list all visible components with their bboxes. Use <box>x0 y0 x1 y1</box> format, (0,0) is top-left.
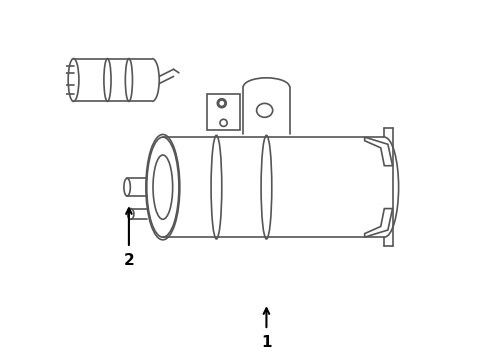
Ellipse shape <box>261 135 272 239</box>
Ellipse shape <box>218 99 226 108</box>
Ellipse shape <box>219 100 225 107</box>
Ellipse shape <box>56 69 62 73</box>
Ellipse shape <box>125 59 132 102</box>
Ellipse shape <box>104 59 111 102</box>
Polygon shape <box>207 94 240 130</box>
Ellipse shape <box>211 135 222 239</box>
Polygon shape <box>365 137 392 166</box>
Ellipse shape <box>127 208 134 219</box>
Ellipse shape <box>153 155 172 219</box>
Ellipse shape <box>50 92 57 96</box>
Ellipse shape <box>220 119 227 126</box>
Ellipse shape <box>58 85 64 94</box>
Ellipse shape <box>147 137 179 237</box>
Text: 1: 1 <box>261 335 271 350</box>
Ellipse shape <box>58 64 64 75</box>
Ellipse shape <box>124 178 130 196</box>
Text: 2: 2 <box>123 253 134 268</box>
Ellipse shape <box>257 103 272 117</box>
Ellipse shape <box>68 59 79 102</box>
Polygon shape <box>365 208 392 237</box>
